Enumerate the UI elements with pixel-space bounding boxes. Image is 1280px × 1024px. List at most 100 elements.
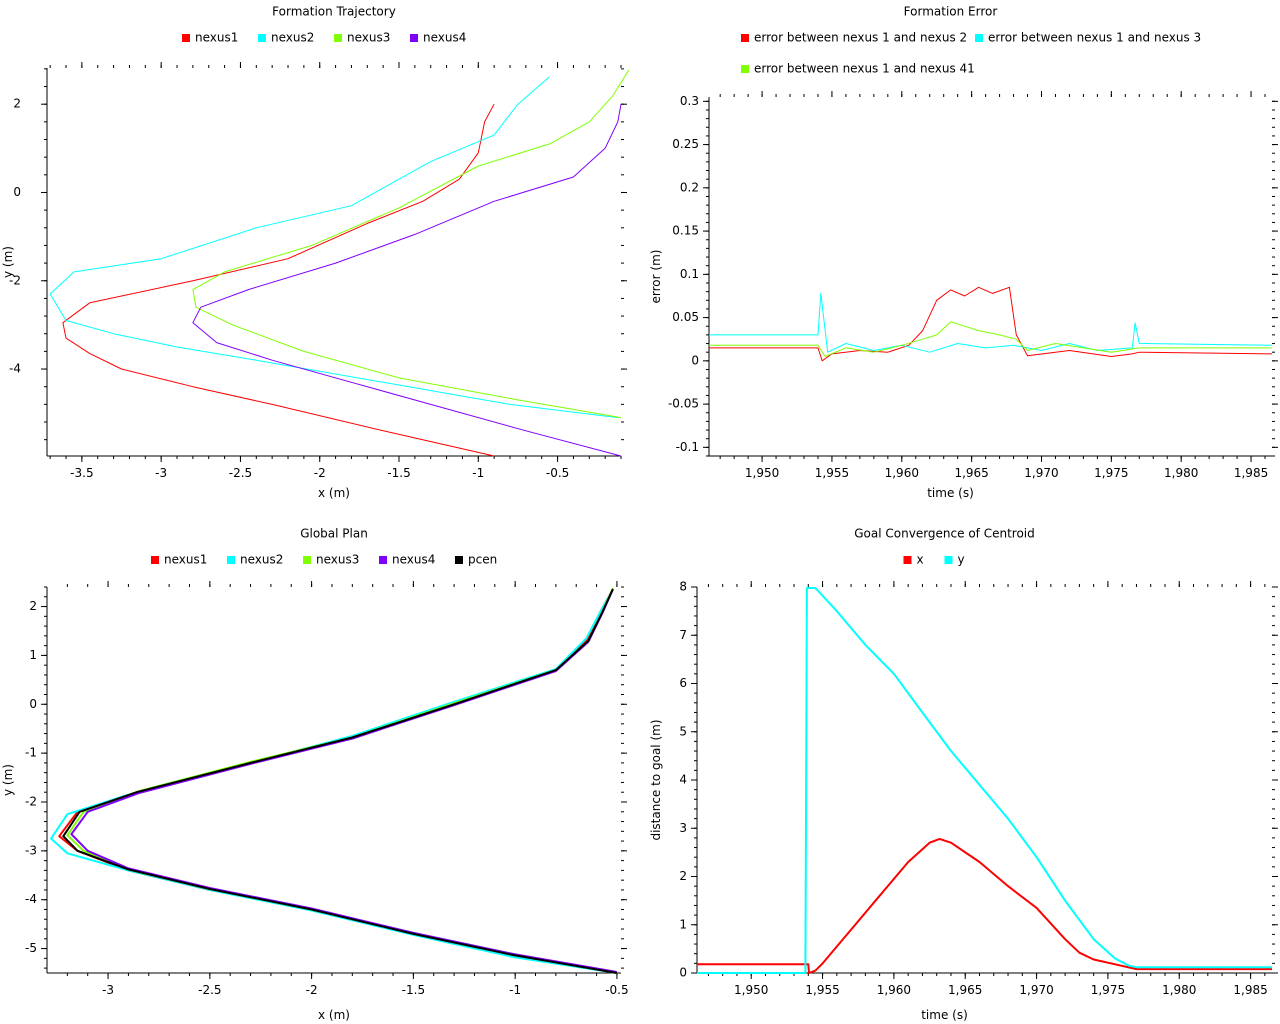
legend-label: nexus3 [316,553,359,567]
series-line-nexus3 [192,69,630,419]
x-tick-label: 1,955 [815,466,849,480]
x-axis-label: x (m) [318,1008,350,1022]
y-tick-label: 4 [679,773,687,787]
x-tick-label: 1,955 [805,983,839,997]
legend-label: nexus3 [347,31,390,45]
series-line-nexus1 [62,103,495,457]
legend-label: nexus1 [195,31,238,45]
y-tick-label: -0.1 [676,440,699,454]
y-tick-label: 3 [679,821,687,835]
y-tick-label: -1 [25,746,37,760]
legend-item: nexus3 [303,553,359,567]
x-tick-label: 1,980 [1162,983,1196,997]
y-tick-label: 2 [29,599,37,613]
legend-swatch [303,556,311,564]
y-tick-label: 8 [679,580,687,594]
y-tick-label: 0.15 [672,224,699,238]
y-axis-label: error (m) [649,250,663,304]
y-tick-label: 0.25 [672,137,699,151]
legend-item: nexus2 [227,553,283,567]
legend-label: error between nexus 1 and nexus 2 [754,31,967,45]
legend-label: x [917,553,924,567]
legend-swatch [379,556,387,564]
legend-swatch [258,34,266,42]
y-tick-label: 0.1 [680,267,699,281]
y-axis-label: distance to goal (m) [649,719,663,840]
y-tick-label: 0 [13,185,21,199]
x-tick-label: 1,965 [948,983,982,997]
y-tick-label: 0.2 [680,180,699,194]
x-tick-label: -2.5 [198,983,221,997]
legend-label: nexus1 [164,553,207,567]
legend-item: nexus2 [258,31,314,45]
x-tick-label: 1,950 [734,983,768,997]
y-tick-label: 1 [29,648,37,662]
series-line-pcen [62,588,618,974]
y-tick-label: 0 [691,353,699,367]
y-tick-label: 7 [679,628,687,642]
legend-item: nexus4 [410,31,466,45]
series-line-nexus4 [192,104,622,457]
legend-swatch [741,65,749,73]
x-tick-label: 1,960 [885,466,919,480]
series-line-nexus4 [70,588,618,973]
legend-label: y [958,553,965,567]
legend-swatch [975,34,983,42]
y-tick-label: -4 [25,892,37,906]
y-tick-label: -4 [9,362,21,376]
x-tick-label: 1,970 [1019,983,1053,997]
x-tick-label: -1 [509,983,521,997]
x-tick-label: -1.5 [387,466,410,480]
chart-4: Goal Convergence of Centroid x y 1,950 1,955… [649,527,1278,1022]
legend-swatch [334,34,342,42]
legend-label: nexus4 [423,31,466,45]
chart-3: Global Plan nexus1 nexus2 nexus3 nexus4 pcen -… [1,527,629,1023]
chart-1: Formation Trajectory nexus1 nexus2 nexus3 ne… [1,5,630,500]
y-tick-label: -5 [25,941,37,955]
x-axis-label: x (m) [318,486,350,500]
legend-label: error between nexus 1 and nexus 3 [988,31,1201,45]
x-tick-label: 1,965 [954,466,988,480]
x-axis-label: time (s) [921,1008,968,1022]
x-tick-label: -2 [306,983,318,997]
legend-item: error between nexus 1 and nexus 2 [741,31,967,45]
y-tick-label: -2 [25,794,37,808]
legend-swatch [410,34,418,42]
x-axis-label: time (s) [927,486,974,500]
legend-item: pcen [455,553,497,567]
x-tick-label: 1,980 [1164,466,1198,480]
x-tick-label: 1,985 [1234,466,1268,480]
y-tick-label: 0.05 [672,310,699,324]
legend-swatch [455,556,463,564]
legend-swatch [227,556,235,564]
chart-title: Formation Trajectory [272,5,396,19]
y-axis-label: y (m) [1,764,15,796]
legend-item: nexus3 [334,31,390,45]
x-tick-label: 1,975 [1091,983,1125,997]
legend-item: x [903,553,924,567]
legend-swatch [903,556,912,564]
legend-label: nexus2 [271,31,314,45]
x-tick-label: -1.5 [402,983,425,997]
y-tick-label: -0.05 [668,397,699,411]
x-tick-label: -0.5 [546,466,569,480]
x-tick-label: 1,950 [745,466,779,480]
legend-item: nexus1 [151,553,207,567]
x-tick-label: 1,975 [1094,466,1128,480]
x-tick-label: -3.5 [70,466,93,480]
x-tick-label: -2 [314,466,326,480]
y-axis-label: y (m) [1,246,15,278]
x-tick-label: -3 [155,466,167,480]
y-tick-label: 0 [29,697,37,711]
chart-2: Formation Error error between nexus 1 and… [649,5,1278,500]
legend-label: nexus2 [240,553,283,567]
series-line-y [697,587,1272,974]
y-tick-label: -3 [25,843,37,857]
legend-item: error between nexus 1 and nexus 3 [975,31,1201,45]
legend-swatch [741,34,749,42]
y-tick-label: 6 [679,676,687,690]
x-tick-label: -2.5 [229,466,252,480]
legend-item: nexus1 [182,31,238,45]
legend-label: error between nexus 1 and nexus 41 [754,62,975,76]
